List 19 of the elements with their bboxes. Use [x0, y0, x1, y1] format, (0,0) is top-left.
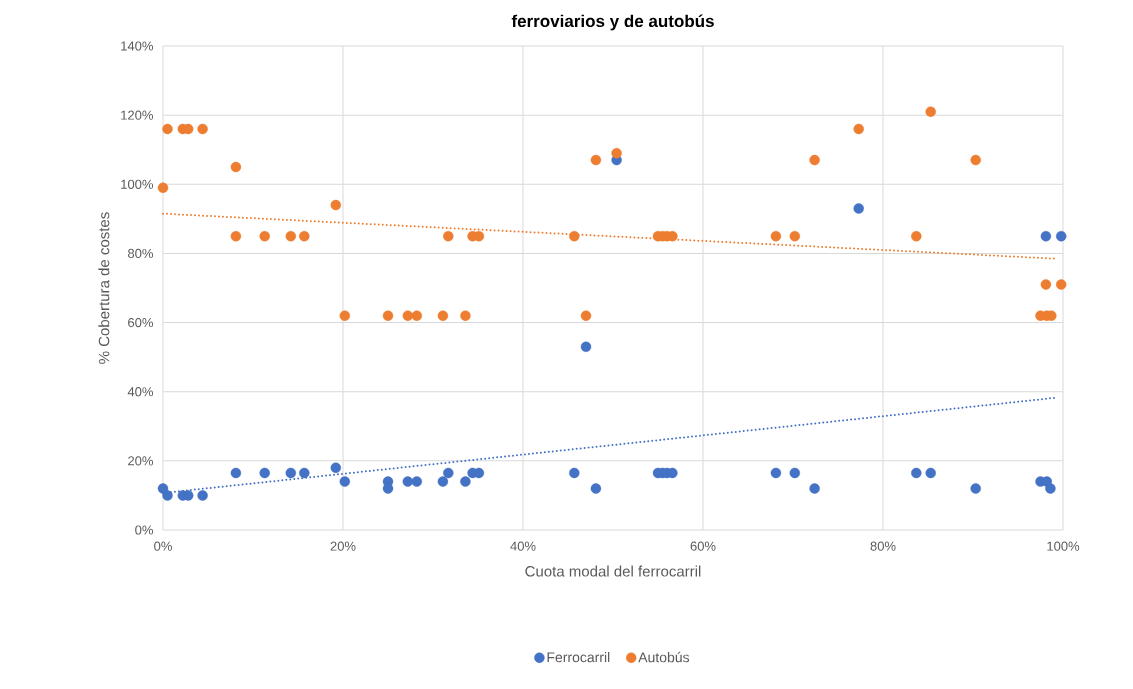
y-tick-label: 0% [135, 525, 154, 535]
x-tick-label: 100% [1047, 541, 1080, 551]
y-tick-label: 100% [121, 179, 154, 189]
x-tick-label: 80% [870, 541, 896, 551]
y-tick-label: 40% [127, 387, 154, 397]
y-tick-label: 120% [121, 110, 154, 120]
y-tick-label: 20% [128, 456, 154, 466]
y-tick-label: 140% [121, 41, 154, 51]
legend-label: Ferrocarril [547, 651, 610, 663]
legend-label: Autobús [638, 651, 690, 663]
y-axis-title: % Cobertura de costes [98, 212, 110, 364]
x-tick-label: 40% [510, 541, 536, 551]
x-tick-label: 60% [690, 541, 716, 551]
y-tick-label: 80% [128, 248, 154, 259]
x-tick-label: 20% [330, 541, 356, 551]
x-axis-title: Cuota modal del ferrocarril [525, 565, 701, 577]
x-tick-label: 0% [154, 541, 172, 551]
chart-title: ferroviarios y de autobús [511, 14, 714, 31]
y-tick-label: 60% [128, 317, 154, 328]
